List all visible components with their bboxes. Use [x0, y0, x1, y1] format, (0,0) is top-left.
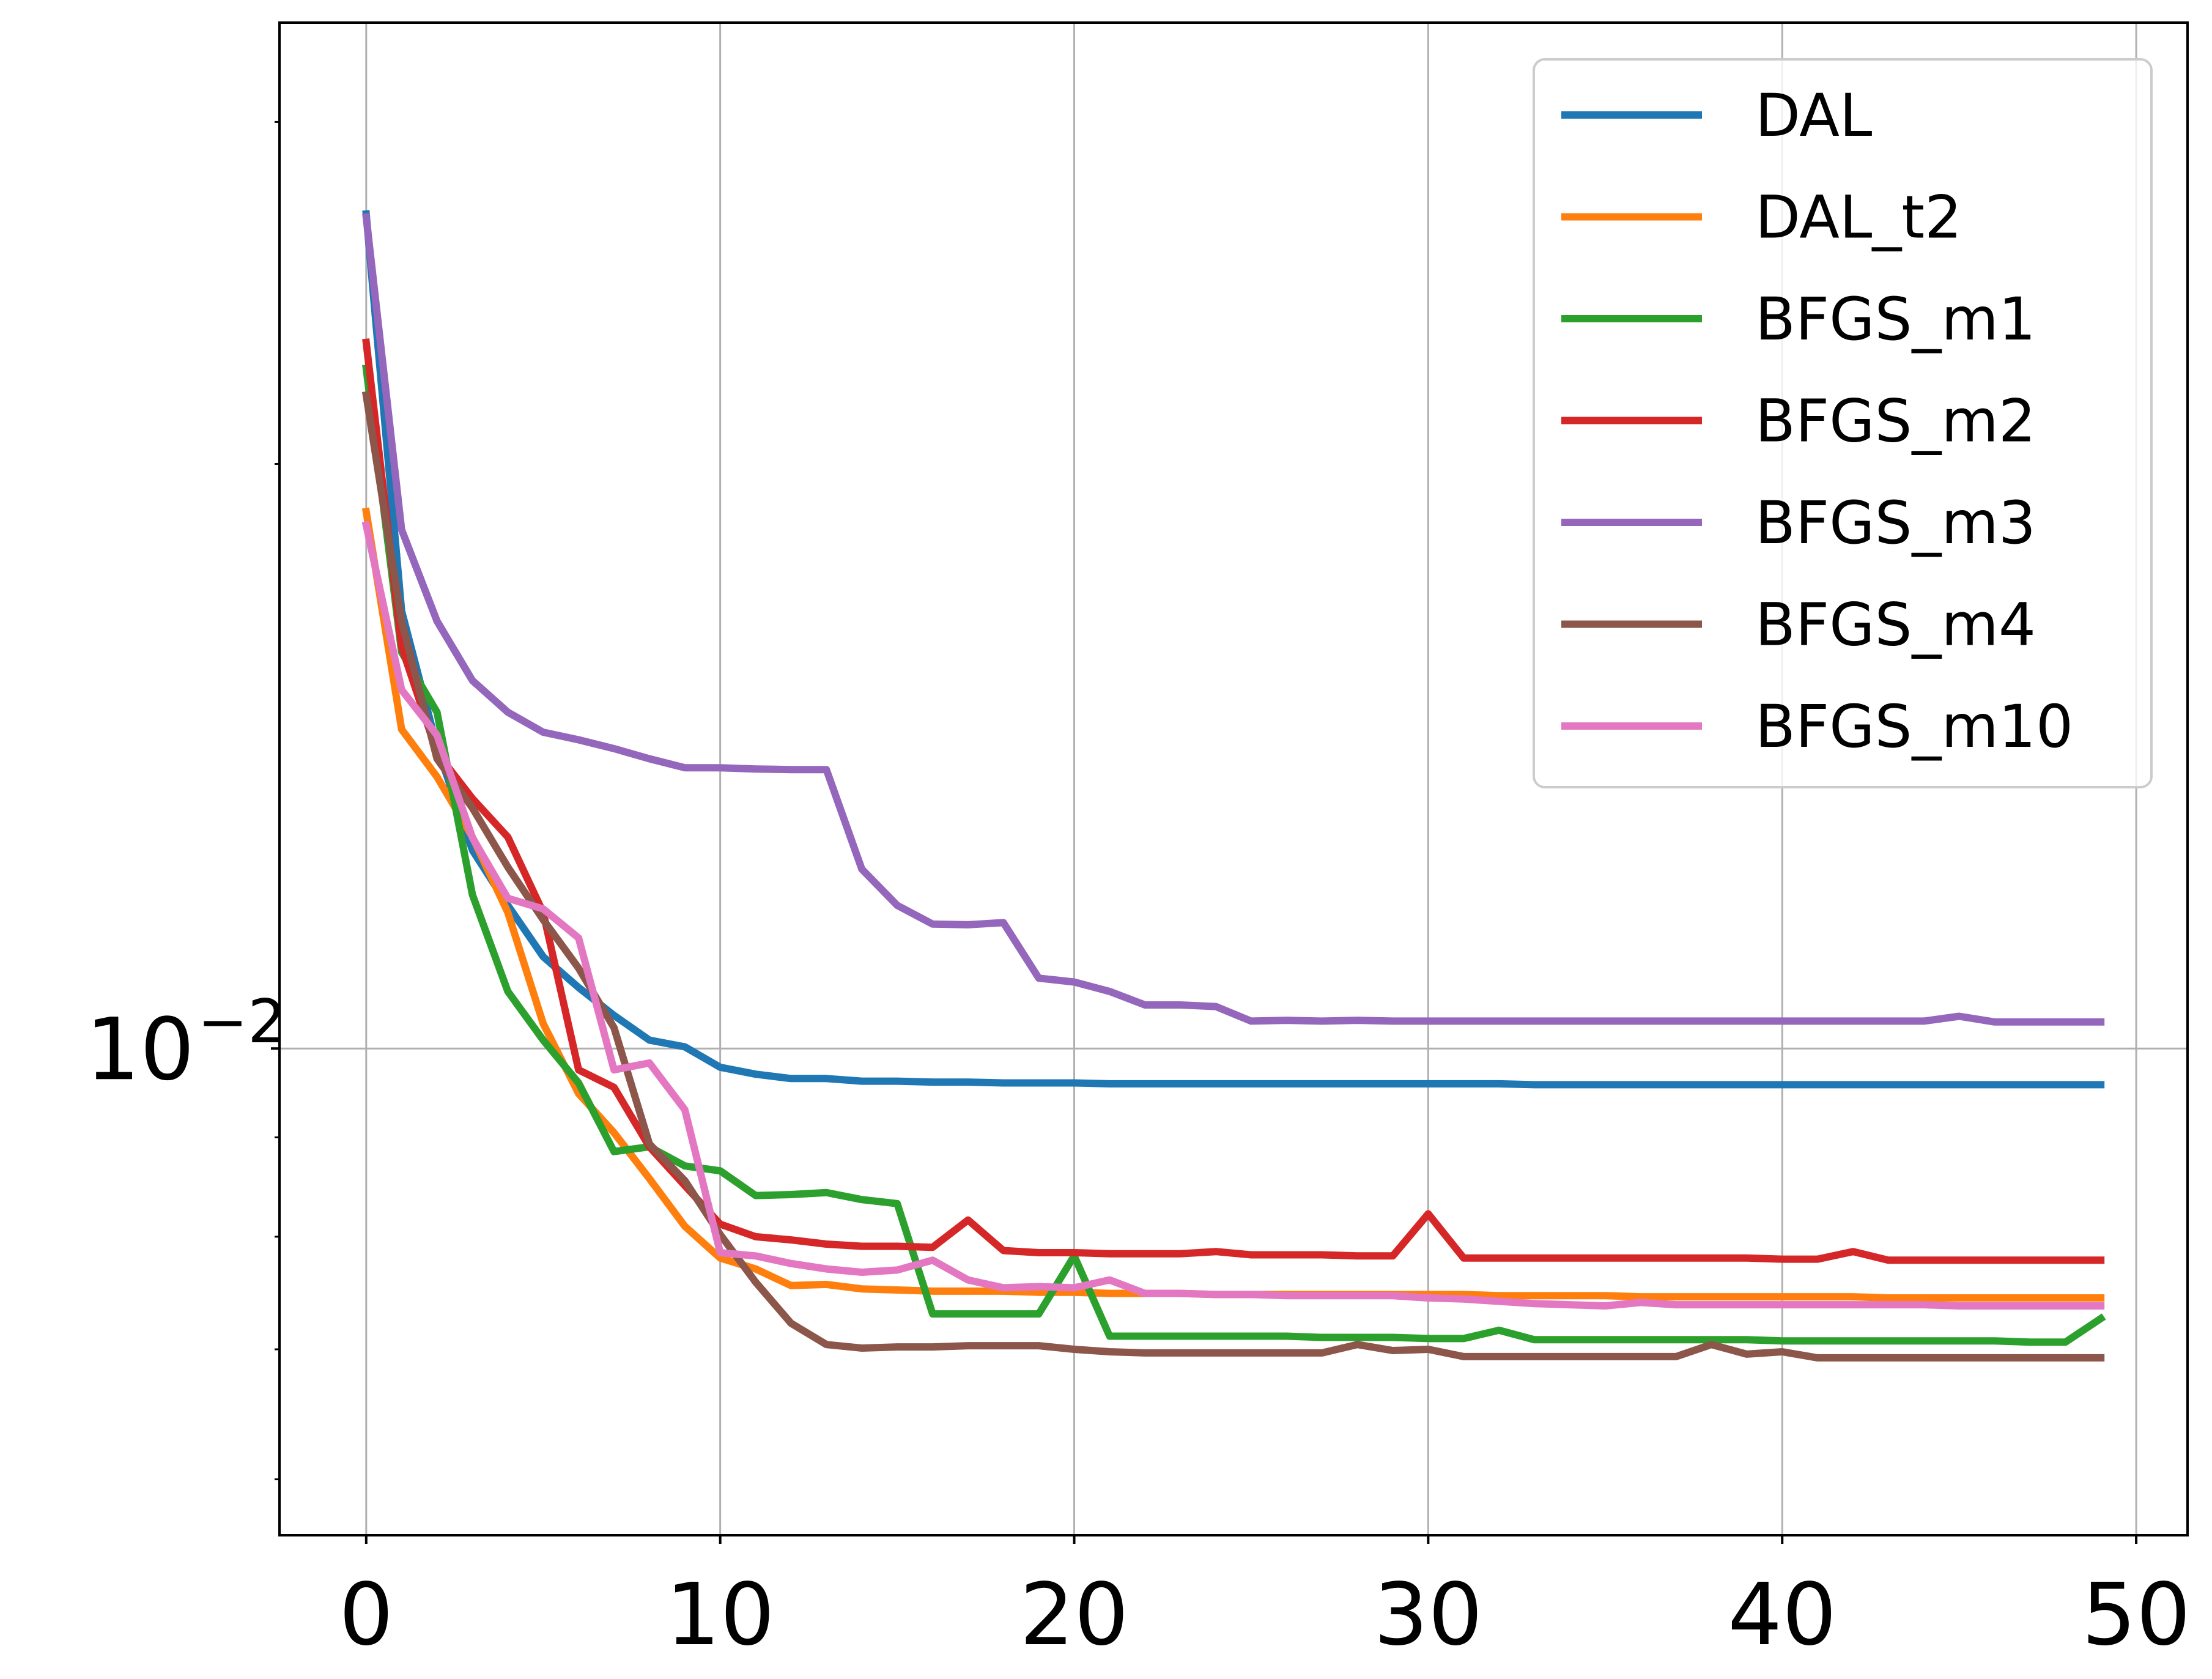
y-tick-label-exponent: −2: [198, 987, 286, 1057]
x-tick-label: 10: [666, 1565, 775, 1665]
x-tick-label: 20: [1019, 1565, 1128, 1665]
legend-label: BFGS_m1: [1755, 285, 2036, 354]
legend-label: DAL: [1755, 81, 1872, 150]
legend-label: BFGS_m2: [1755, 387, 2036, 456]
plot-frame: [278, 21, 2189, 1536]
series-line-dal: [362, 210, 2105, 1089]
series-lines: [361, 210, 2106, 1362]
series-line-bfgs-m3: [362, 213, 2105, 1026]
x-tick-label: 0: [339, 1565, 393, 1665]
legend: DAL DAL_t2 BFGS_m1 BFGS_m2 BFGS_m3 BFGS_m4 BFG…: [1533, 58, 2153, 788]
legend-label: BFGS_m3: [1755, 489, 2036, 557]
legend-label: BFGS_m10: [1755, 692, 2073, 761]
series-line-bfgs-m4: [361, 391, 2105, 1362]
x-tick-label: 30: [1374, 1565, 1482, 1665]
legend-label: DAL_t2: [1755, 183, 1962, 252]
series-line-bfgs-m10: [361, 521, 2105, 1310]
y-tick-label-base: 10: [86, 1000, 194, 1100]
x-tick-label: 40: [1728, 1565, 1837, 1665]
legend-box: [1533, 58, 2153, 788]
x-tick-label: 50: [2082, 1565, 2191, 1665]
legend-label: BFGS_m4: [1755, 591, 2036, 659]
